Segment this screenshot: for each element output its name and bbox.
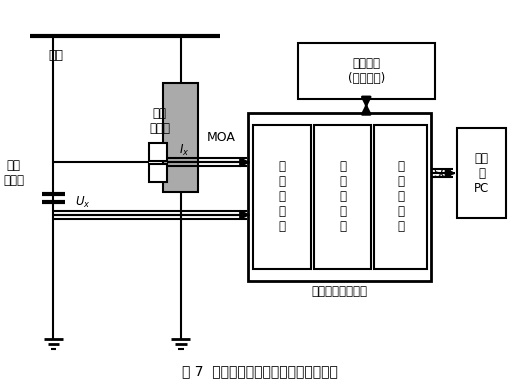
Text: 母线: 母线 bbox=[48, 50, 63, 62]
Bar bbox=[149, 143, 167, 161]
Text: 对
话
与
通
信: 对 话 与 通 信 bbox=[397, 161, 404, 234]
Bar bbox=[248, 113, 431, 281]
Text: SCI: SCI bbox=[433, 167, 452, 180]
Text: 图 7  在线监测装置实验测试接线原理图: 图 7 在线监测装置实验测试接线原理图 bbox=[182, 364, 338, 378]
Bar bbox=[374, 124, 427, 269]
Text: 调
理
与
采
样: 调 理 与 采 样 bbox=[278, 161, 285, 234]
Text: 绝缘在线监测装置: 绝缘在线监测装置 bbox=[311, 285, 368, 298]
Bar bbox=[314, 124, 371, 269]
Text: 上位
机
PC: 上位 机 PC bbox=[474, 152, 489, 195]
Text: $U_x$: $U_x$ bbox=[75, 195, 91, 211]
Text: 电晕实验
(电磁干扰): 电晕实验 (电磁干扰) bbox=[347, 57, 385, 85]
Bar bbox=[163, 83, 199, 192]
Text: $I_x$: $I_x$ bbox=[178, 143, 189, 158]
Text: MOA: MOA bbox=[206, 131, 235, 144]
Text: 处
理
与
分
析: 处 理 与 分 析 bbox=[339, 161, 346, 234]
Bar bbox=[457, 128, 506, 218]
Bar bbox=[298, 43, 435, 99]
Bar bbox=[149, 164, 167, 182]
Text: 电压
互感器: 电压 互感器 bbox=[3, 159, 24, 187]
Bar bbox=[253, 124, 310, 269]
Text: 电流
互感器: 电流 互感器 bbox=[149, 106, 170, 135]
